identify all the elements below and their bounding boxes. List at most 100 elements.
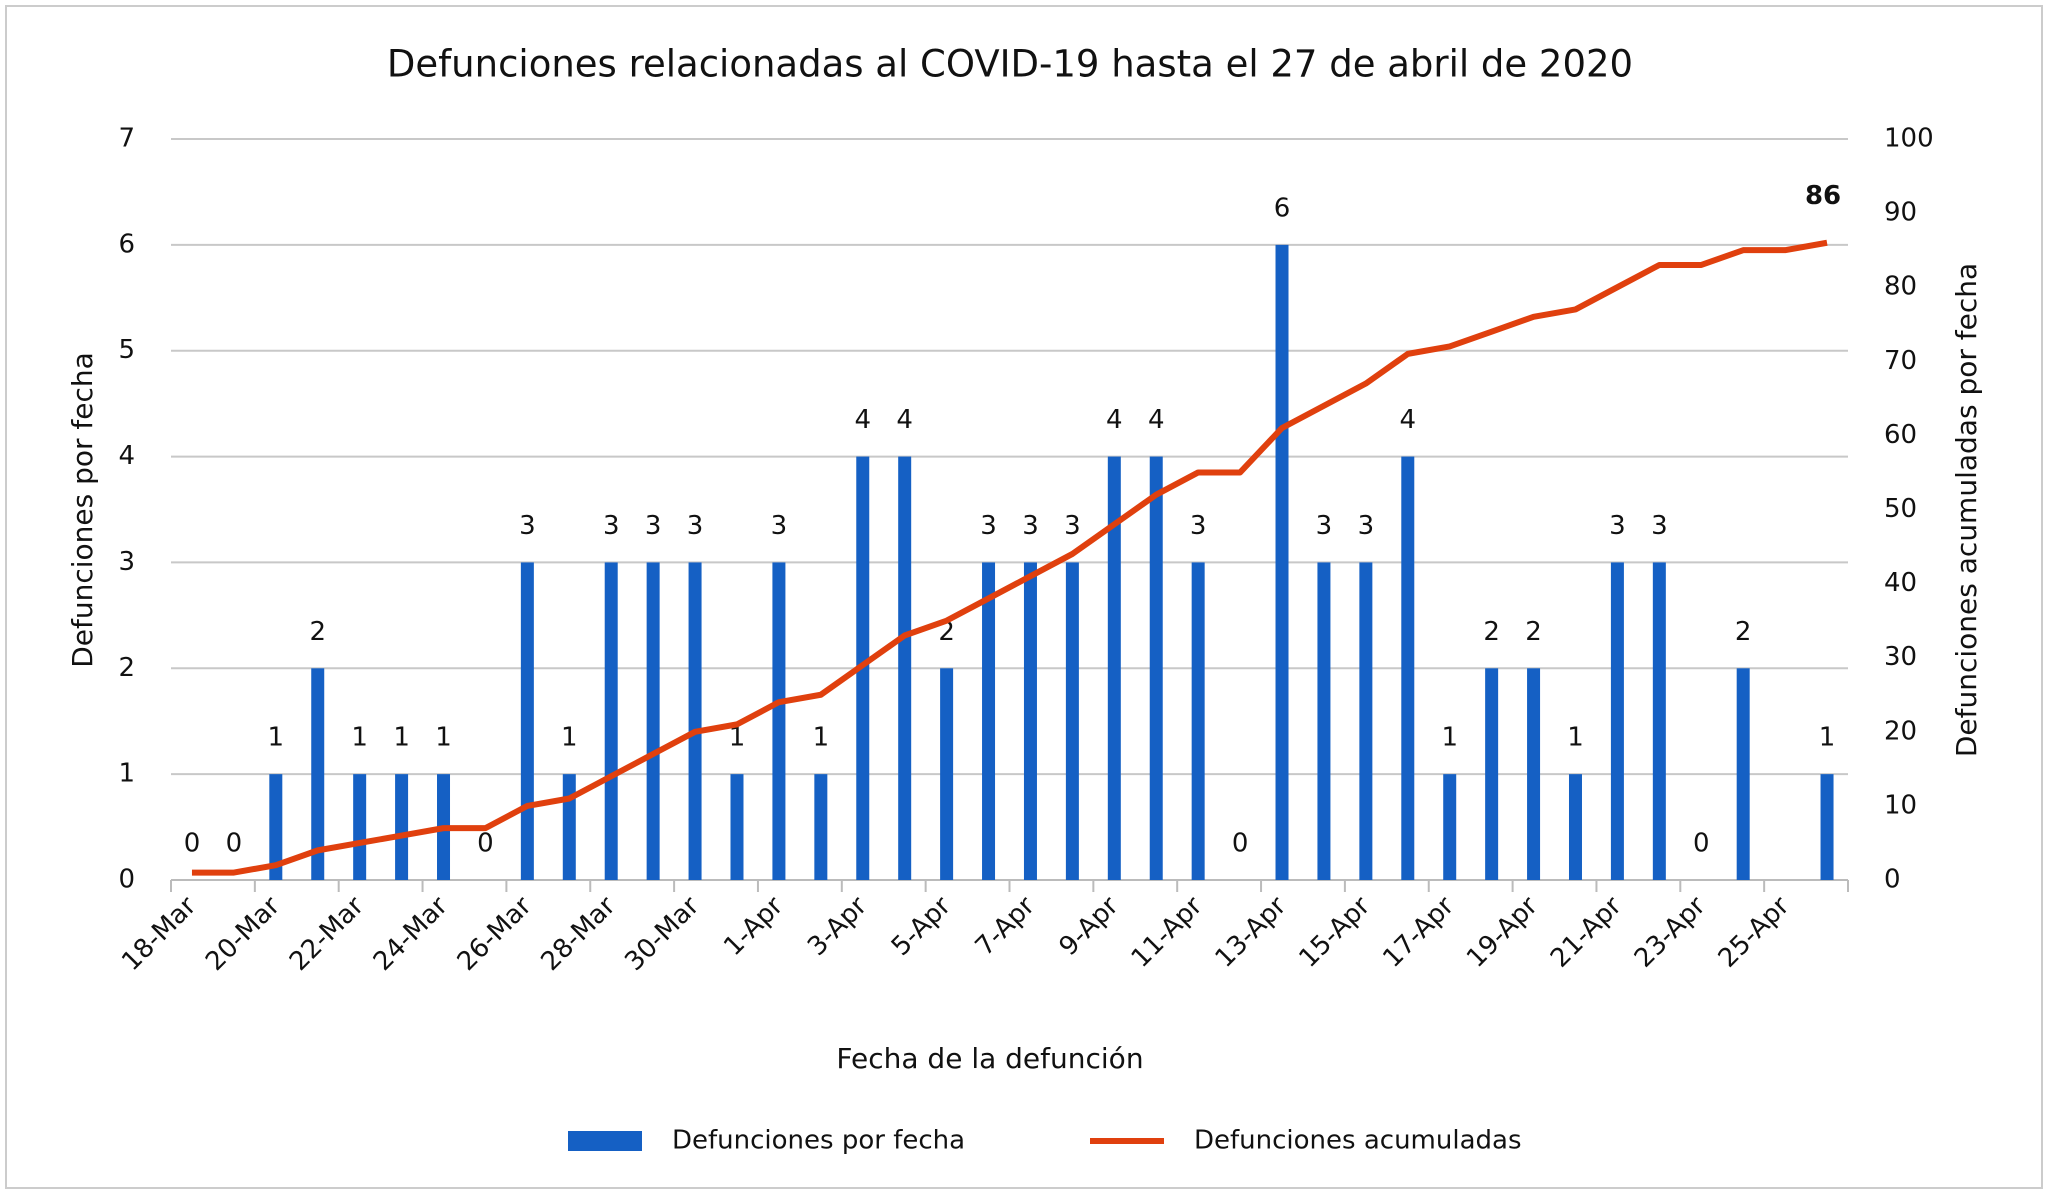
data-label: 1 — [1441, 723, 1458, 753]
bar — [982, 562, 996, 880]
bar — [1401, 456, 1415, 880]
data-label: 1 — [729, 723, 746, 753]
x-tick-label: 3-Apr — [802, 891, 873, 962]
data-label: 1 — [435, 723, 452, 753]
chart-border — [5, 5, 2043, 1189]
data-label: 4 — [1106, 405, 1123, 435]
data-label: 3 — [519, 511, 536, 541]
x-tick-label: 1-Apr — [718, 891, 789, 962]
y2-tick-label: 80 — [1884, 272, 1917, 302]
data-label: 2 — [1525, 617, 1542, 647]
bar — [269, 774, 283, 880]
data-label: 0 — [477, 829, 494, 859]
x-axis-label: Fecha de la defunción — [836, 1042, 1143, 1075]
x-tick-label: 15-Apr — [1293, 891, 1376, 974]
data-label: 0 — [1232, 829, 1249, 859]
data-label: 0 — [184, 829, 201, 859]
x-tick-label: 22-Mar — [284, 891, 370, 977]
data-label: 3 — [687, 511, 704, 541]
bar — [1317, 562, 1331, 880]
data-label: 2 — [309, 617, 326, 647]
data-label: 1 — [813, 723, 830, 753]
data-label: 1 — [351, 723, 368, 753]
data-label: 3 — [771, 511, 788, 541]
data-label: 86 — [1805, 181, 1841, 211]
y-tick-label: 7 — [118, 124, 135, 154]
x-tick-label: 7-Apr — [970, 891, 1041, 962]
bar — [1191, 562, 1205, 880]
chart-title: Defunciones relacionadas al COVID-19 has… — [387, 43, 1633, 86]
data-label: 6 — [1274, 193, 1291, 223]
y2-tick-label: 70 — [1884, 346, 1917, 376]
bar — [562, 774, 576, 880]
y-tick-label: 1 — [118, 759, 135, 789]
data-label: 0 — [226, 829, 243, 859]
data-label: 3 — [1022, 511, 1039, 541]
data-label: 3 — [603, 511, 620, 541]
x-tick-label: 23-Apr — [1629, 891, 1712, 974]
y2-tick-label: 50 — [1884, 494, 1917, 524]
x-tick-label: 18-Mar — [116, 891, 202, 977]
y-tick-label: 3 — [118, 547, 135, 577]
y2-tick-label: 60 — [1884, 420, 1917, 450]
y2-tick-label: 0 — [1884, 865, 1901, 895]
line — [191, 239, 1828, 876]
bar — [1527, 668, 1541, 880]
x-tick-label: 11-Apr — [1126, 891, 1209, 974]
x-tick-label: 26-Mar — [452, 891, 538, 977]
bar — [1568, 774, 1582, 880]
bar — [1275, 244, 1289, 880]
y-axis-label: Defunciones por fecha — [66, 352, 99, 668]
legend-label: Defunciones acumuladas — [1194, 1126, 1522, 1156]
y2-tick-label: 90 — [1884, 198, 1917, 228]
bar — [520, 562, 534, 880]
bar — [772, 562, 786, 880]
x-tick-label: 25-Apr — [1713, 891, 1796, 974]
x-tick-label: 19-Apr — [1461, 891, 1544, 974]
data-label: 1 — [268, 723, 285, 753]
bar — [1359, 562, 1373, 880]
data-label: 1 — [393, 723, 410, 753]
bar — [814, 774, 828, 880]
bar — [1443, 774, 1457, 880]
data-label: 4 — [854, 405, 871, 435]
data-label: 0 — [1693, 829, 1710, 859]
x-tick-label: 5-Apr — [886, 891, 957, 962]
y-tick-label: 6 — [118, 229, 135, 259]
y-tick-label: 4 — [118, 441, 135, 471]
bar — [1485, 668, 1499, 880]
legend-label: Defunciones por fecha — [672, 1126, 965, 1156]
bar — [688, 562, 702, 880]
data-label: 3 — [980, 511, 997, 541]
data-label: 3 — [1316, 511, 1333, 541]
bar — [395, 774, 409, 880]
bar — [1610, 562, 1624, 880]
data-label: 3 — [1609, 511, 1626, 541]
y-tick-label: 5 — [118, 335, 135, 365]
bar — [1149, 456, 1163, 880]
y2-tick-label: 10 — [1884, 790, 1917, 820]
bar — [898, 456, 912, 880]
bar — [1107, 456, 1121, 880]
data-label: 3 — [1358, 511, 1375, 541]
x-tick-label: 21-Apr — [1545, 891, 1628, 974]
data-label: 2 — [1483, 617, 1500, 647]
x-tick-label: 20-Mar — [200, 891, 286, 977]
data-label: 4 — [896, 405, 913, 435]
data-label: 4 — [1148, 405, 1165, 435]
bar — [604, 562, 618, 880]
data-label: 1 — [1567, 723, 1584, 753]
x-tick-label: 17-Apr — [1377, 891, 1460, 974]
bar — [1736, 668, 1750, 880]
y2-tick-label: 40 — [1884, 568, 1917, 598]
data-label: 2 — [1735, 617, 1752, 647]
data-label: 3 — [1651, 511, 1668, 541]
x-tick-label: 9-Apr — [1054, 891, 1125, 962]
y-tick-label: 2 — [118, 653, 135, 683]
y2-axis-label: Defunciones acumuladas por fecha — [1950, 263, 1983, 757]
bar — [353, 774, 367, 880]
data-label: 1 — [1819, 723, 1836, 753]
y2-tick-label: 30 — [1884, 642, 1917, 672]
data-label: 4 — [1400, 405, 1417, 435]
bar — [730, 774, 744, 880]
